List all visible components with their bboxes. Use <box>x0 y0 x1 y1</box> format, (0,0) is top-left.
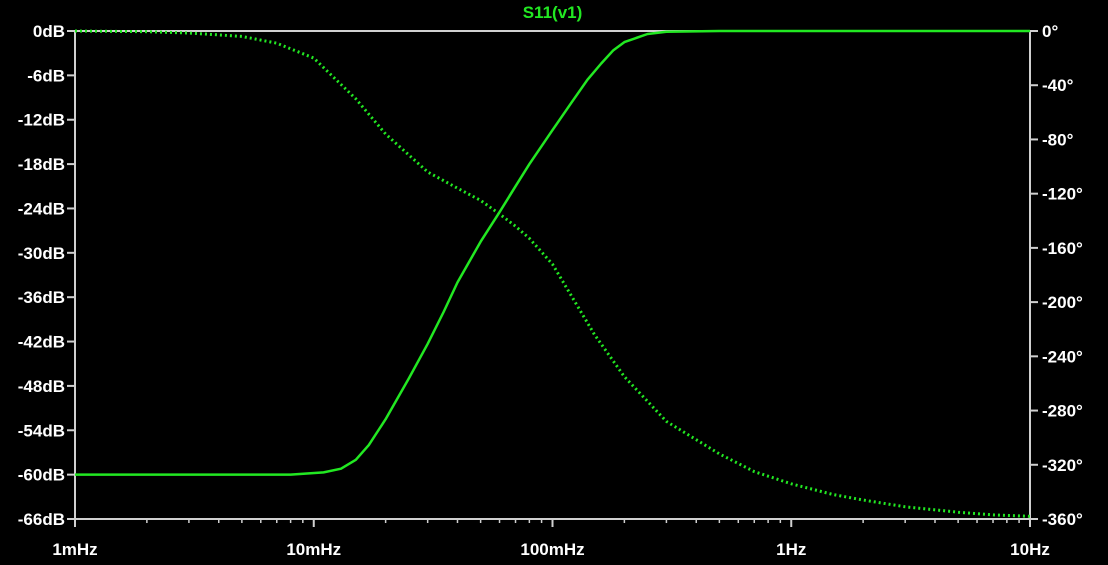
left-tick-label: -42dB <box>18 333 65 352</box>
right-tick-label: -40° <box>1042 76 1074 95</box>
left-axis-ticks: 0dB -6dB -12dB -18dB -24dB -30dB -36dB -42dB -48… <box>18 22 75 529</box>
left-tick-label: -54dB <box>18 421 65 440</box>
x-tick-label: 10mHz <box>286 540 341 559</box>
left-tick-label: -24dB <box>18 199 65 218</box>
series-layer <box>74 29 1031 518</box>
right-tick-label: -240° <box>1042 347 1083 366</box>
right-axis-ticks: 0° -40° -80° -120° -160° -200° -240° -280° -320°… <box>1030 22 1083 529</box>
left-tick-label: -12dB <box>18 111 65 130</box>
right-tick-label: -320° <box>1042 456 1083 475</box>
left-tick-label: -60dB <box>18 466 65 485</box>
right-tick-label: -120° <box>1042 185 1083 204</box>
left-tick-label: -30dB <box>18 244 65 263</box>
left-tick-label: -6dB <box>27 66 65 85</box>
left-tick-label: -66dB <box>18 510 65 529</box>
right-tick-label: -80° <box>1042 130 1074 149</box>
x-tick-label: 100mHz <box>520 540 584 559</box>
x-axis-ticks: 1mHz 10mHz 100mHz 1Hz 10Hz <box>52 519 1050 559</box>
x-tick-label: 1mHz <box>52 540 97 559</box>
right-tick-label: 0° <box>1042 22 1058 41</box>
right-tick-label: -160° <box>1042 239 1083 258</box>
x-tick-label: 1Hz <box>776 540 806 559</box>
right-tick-label: -200° <box>1042 293 1083 312</box>
left-tick-label: -48dB <box>18 377 65 396</box>
x-tick-label: 10Hz <box>1010 540 1050 559</box>
left-tick-label: 0dB <box>33 22 65 41</box>
right-tick-label: -360° <box>1042 510 1083 529</box>
chart-title: S11(v1) <box>523 3 583 22</box>
left-tick-label: -18dB <box>18 155 65 174</box>
phase-series-line <box>74 29 1031 518</box>
magnitude-series-line <box>75 29 1030 476</box>
right-tick-label: -280° <box>1042 402 1083 421</box>
left-tick-label: -36dB <box>18 288 65 307</box>
